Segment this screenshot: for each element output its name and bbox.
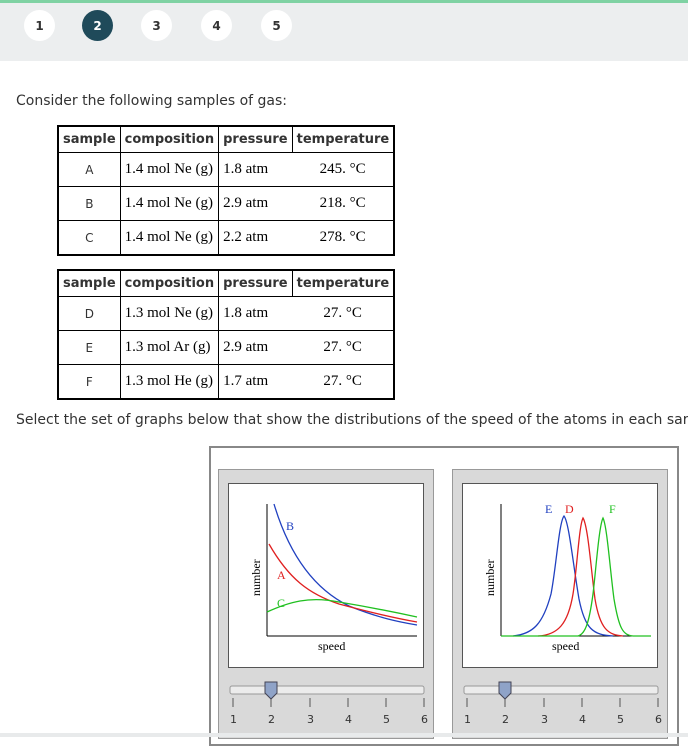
table-row: D 1.3 mol Ne (g) 1.8 atm 27. °C [58,296,394,331]
slider-track [463,685,659,695]
bottom-divider [0,733,688,737]
composition-cell: 1.4 mol Ne (g) [119,186,220,221]
header-temperature: temperature [291,269,395,297]
curve-d [537,516,624,637]
pressure-cell: 2.2 atm [218,220,293,255]
step-5-button[interactable]: 5 [261,10,292,41]
pressure-cell: 1.7 atm [218,364,293,399]
x-axis-label: speed [318,639,346,653]
slider-tick-label: 4 [579,713,586,726]
slider-tick-label: 4 [345,713,352,726]
header-composition: composition [119,269,220,297]
slider-thumb[interactable] [498,681,512,700]
sample-label: D [84,306,94,321]
composition-cell: 1.3 mol He (g) [119,364,220,399]
header-sample: sample [57,125,121,153]
slider-tick-label: 1 [230,713,237,726]
header-pressure: pressure [218,125,293,153]
y-axis-label: number [483,559,497,596]
curve-label-c: C [277,596,286,610]
graph-choice-1[interactable]: B A C number speed 1 2 3 4 5 6 [218,469,434,739]
graph-1-slider[interactable]: 1 2 3 4 5 6 [227,678,428,738]
temperature-cell: 278. °C [292,220,395,255]
curve-label-a: A [277,568,286,582]
temperature-cell: 27. °C [292,364,395,399]
composition-cell: 1.4 mol Ne (g) [119,152,220,187]
slider-tick-label: 5 [383,713,390,726]
slider-tick-label: 3 [541,713,548,726]
composition-cell: 1.3 mol Ar (g) [119,330,220,365]
instruction-text: Select the set of graphs below that show… [16,412,688,428]
slider-track-svg [463,681,659,707]
graph-2-plot: E D F number speed [462,483,658,668]
graph-1-svg [266,503,418,637]
table-row: F 1.3 mol He (g) 1.7 atm 27. °C [58,364,395,399]
slider-track [229,685,425,695]
gas-samples-table-2: sample composition pressure temperature … [57,269,395,400]
sample-label: E [58,330,121,365]
composition-cell: 1.3 mol Ne (g) [119,296,220,331]
curve-e [512,514,614,637]
graph-2-slider[interactable]: 1 2 3 4 5 6 [461,678,662,738]
slider-thumb[interactable] [264,681,278,700]
sample-label: B [58,186,121,221]
pressure-cell: 1.8 atm [223,161,269,177]
x-axis-label: speed [552,639,580,653]
pressure-cell: 2.9 atm [218,330,293,365]
header-temperature: temperature [291,125,395,153]
table-row: C 1.4 mol Ne (g) 2.2 atm 278. °C [58,220,395,255]
slider-tick-label: 3 [307,713,314,726]
curve-label-b: B [286,519,295,533]
step-2-button[interactable]: 2 [82,10,113,41]
slider-tick-label: 5 [617,713,624,726]
curve-f [501,516,651,637]
slider-tick-label: 1 [464,713,471,726]
step-navigation: 1 2 3 4 5 [0,3,688,61]
pressure-cell: 1.8 atm [223,305,269,321]
slider-tick-label: 2 [268,713,275,726]
header-sample: sample [57,269,121,297]
composition-cell: 1.4 mol Ne (g) [119,220,220,255]
sample-label: A [85,162,94,177]
sample-label: C [58,220,121,255]
sample-label: F [58,364,121,399]
y-axis-label: number [249,559,263,596]
step-4-button[interactable]: 4 [201,10,232,41]
curve-label-f: F [609,502,616,516]
step-3-button[interactable]: 3 [141,10,172,41]
graph-2-svg [500,504,651,637]
curve-c [266,599,418,618]
curve-label-d: D [565,502,574,516]
pressure-cell: 2.9 atm [218,186,293,221]
header-composition: composition [119,125,220,153]
graph-1-plot: B A C number speed [228,483,424,668]
temperature-cell: 245. °C [319,161,366,177]
table-row: A 1.4 mol Ne (g) 1.8 atm 245. °C [58,152,394,187]
slider-tick-label: 6 [655,713,662,726]
step-1-button[interactable]: 1 [24,10,55,41]
table-row: E 1.3 mol Ar (g) 2.9 atm 27. °C [58,330,395,365]
top-accent-line [0,0,688,3]
graph-choice-2[interactable]: E D F number speed 1 2 3 4 5 6 [452,469,668,739]
slider-tick-label: 2 [502,713,509,726]
question-prompt: Consider the following samples of gas: [16,93,287,109]
temperature-cell: 27. °C [323,305,362,321]
curve-label-e: E [545,502,553,516]
header-pressure: pressure [218,269,293,297]
slider-tick-label: 6 [421,713,428,726]
curve-b [273,503,418,626]
table-row: B 1.4 mol Ne (g) 2.9 atm 218. °C [58,186,395,221]
curve-a [268,543,418,623]
gas-samples-table-1: sample composition pressure temperature … [57,125,395,256]
temperature-cell: 27. °C [292,330,395,365]
temperature-cell: 218. °C [292,186,395,221]
slider-track-svg [229,681,425,707]
